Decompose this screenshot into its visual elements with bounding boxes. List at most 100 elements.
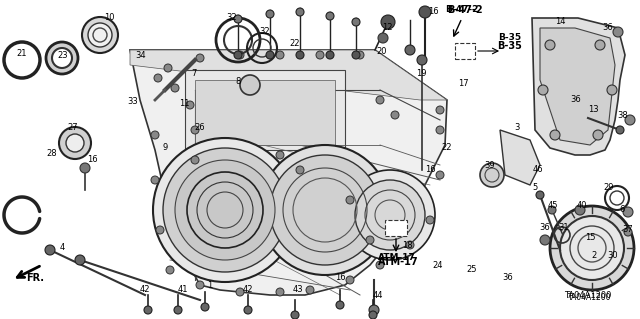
Circle shape [153, 138, 297, 282]
Text: 3: 3 [515, 123, 520, 132]
Text: 11: 11 [179, 99, 189, 108]
Circle shape [171, 84, 179, 92]
Circle shape [191, 156, 199, 164]
Text: 16: 16 [425, 166, 435, 174]
Text: 1: 1 [207, 280, 212, 290]
Circle shape [381, 15, 395, 29]
Circle shape [538, 85, 548, 95]
Text: 43: 43 [292, 286, 303, 294]
Circle shape [66, 134, 84, 152]
Circle shape [196, 191, 204, 199]
Text: 8: 8 [236, 78, 241, 86]
Text: 42: 42 [243, 286, 253, 294]
Circle shape [234, 51, 242, 59]
Circle shape [191, 126, 199, 134]
Circle shape [156, 226, 164, 234]
Text: 30: 30 [608, 250, 618, 259]
Text: 27: 27 [68, 123, 78, 132]
Text: 4: 4 [60, 243, 65, 253]
Circle shape [356, 51, 364, 59]
Text: 15: 15 [585, 234, 595, 242]
Circle shape [46, 42, 78, 74]
Circle shape [391, 111, 399, 119]
Text: 20: 20 [377, 48, 387, 56]
Circle shape [405, 45, 415, 55]
Text: B-35: B-35 [497, 41, 522, 51]
Circle shape [151, 176, 159, 184]
Text: 36: 36 [571, 95, 581, 105]
Circle shape [164, 64, 172, 72]
Circle shape [376, 261, 384, 269]
Polygon shape [130, 50, 447, 100]
Text: 44: 44 [372, 291, 383, 300]
Circle shape [593, 130, 603, 140]
Circle shape [163, 148, 287, 272]
Circle shape [436, 171, 444, 179]
Circle shape [616, 126, 624, 134]
Text: 32: 32 [260, 27, 270, 36]
Text: 33: 33 [127, 98, 138, 107]
Text: 2: 2 [591, 250, 596, 259]
Circle shape [266, 51, 274, 59]
Text: 32: 32 [227, 13, 237, 23]
Bar [185, 70, 345, 150]
Circle shape [346, 276, 354, 284]
Circle shape [236, 288, 244, 296]
Circle shape [196, 54, 204, 62]
Circle shape [244, 306, 252, 314]
Circle shape [326, 51, 334, 59]
Circle shape [540, 235, 550, 245]
Text: 45: 45 [548, 201, 558, 210]
Circle shape [417, 55, 427, 65]
Text: FR.: FR. [26, 273, 44, 283]
Circle shape [276, 51, 284, 59]
Text: 28: 28 [47, 149, 58, 158]
Text: 36: 36 [540, 224, 550, 233]
Circle shape [378, 33, 388, 43]
Circle shape [595, 40, 605, 50]
Circle shape [426, 216, 434, 224]
Text: 39: 39 [484, 160, 495, 169]
Bar [195, 80, 335, 145]
Circle shape [88, 23, 112, 47]
Circle shape [260, 145, 390, 275]
Circle shape [175, 160, 275, 260]
Circle shape [548, 206, 556, 214]
Circle shape [166, 266, 174, 274]
Text: 16: 16 [335, 273, 346, 283]
Text: ATM-17: ATM-17 [378, 254, 416, 263]
Polygon shape [532, 18, 625, 155]
Text: 19: 19 [416, 69, 426, 78]
Text: 42: 42 [140, 286, 150, 294]
Circle shape [550, 206, 634, 290]
Circle shape [80, 163, 90, 173]
Circle shape [355, 180, 425, 250]
Circle shape [201, 303, 209, 311]
Circle shape [419, 6, 431, 18]
Text: 37: 37 [623, 226, 634, 234]
Circle shape [336, 301, 344, 309]
Circle shape [196, 281, 204, 289]
Circle shape [436, 106, 444, 114]
Text: 35: 35 [393, 224, 403, 233]
Circle shape [352, 51, 360, 59]
Text: 38: 38 [618, 110, 628, 120]
Polygon shape [500, 130, 540, 185]
Text: 23: 23 [58, 50, 68, 60]
Text: 22: 22 [290, 40, 300, 48]
Circle shape [376, 96, 384, 104]
Circle shape [536, 191, 544, 199]
Circle shape [545, 40, 555, 50]
Circle shape [296, 166, 304, 174]
Circle shape [550, 130, 560, 140]
Circle shape [186, 101, 194, 109]
Text: 41: 41 [178, 286, 188, 294]
Circle shape [82, 17, 118, 53]
Text: 34: 34 [136, 50, 147, 60]
Circle shape [625, 115, 635, 125]
Text: 26: 26 [195, 123, 205, 132]
Circle shape [607, 85, 617, 95]
Text: 31: 31 [559, 224, 570, 233]
Circle shape [316, 51, 324, 59]
Text: 21: 21 [17, 48, 28, 57]
